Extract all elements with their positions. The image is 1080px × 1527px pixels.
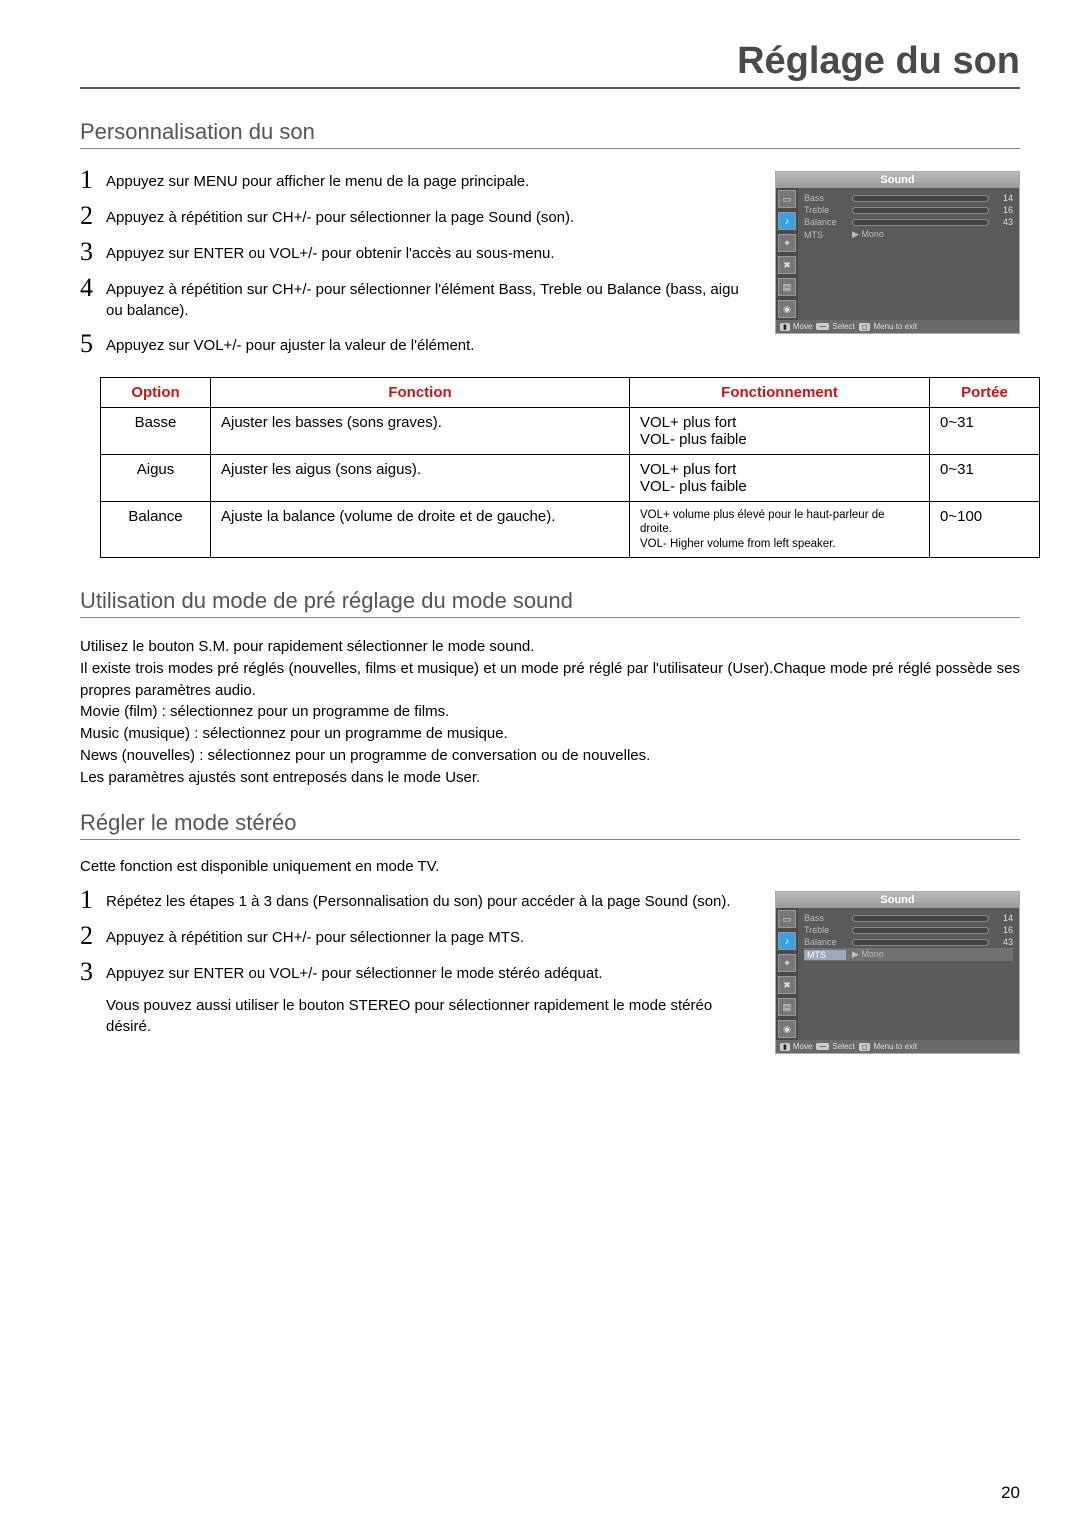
paragraph: Utilisez le bouton S.M. pour rapidement … xyxy=(80,636,1020,788)
osd-tab-icon: ◉ xyxy=(778,300,796,318)
osd-title: Sound xyxy=(776,892,1019,908)
osd-tab-icon: ✖ xyxy=(778,256,796,274)
osd-tab-icon: ♪ xyxy=(778,932,796,950)
divider xyxy=(80,839,1020,840)
table-header: Portée xyxy=(930,378,1040,408)
osd-tab-icon: ▤ xyxy=(778,998,796,1016)
step: Appuyez sur ENTER ou VOL+/- pour sélecti… xyxy=(106,959,755,984)
osd-tab-icon: ▭ xyxy=(778,190,796,208)
osd-tab-icon: ✦ xyxy=(778,954,796,972)
osd-sound-menu: Sound ▭ ♪ ✦ ✖ ▤ ◉ Bass14 Treble16 Balanc… xyxy=(775,171,1020,334)
step: Appuyez sur MENU pour afficher le menu d… xyxy=(106,167,755,192)
step: Appuyez sur ENTER ou VOL+/- pour obtenir… xyxy=(106,239,755,264)
osd-title: Sound xyxy=(776,172,1019,188)
page-title: Réglage du son xyxy=(80,40,1020,83)
step: Appuyez à répétition sur CH+/- pour séle… xyxy=(106,275,755,321)
step: Appuyez à répétition sur CH+/- pour séle… xyxy=(106,923,755,948)
osd-tab-icon: ◉ xyxy=(778,1020,796,1038)
step: Appuyez à répétition sur CH+/- pour séle… xyxy=(106,203,755,228)
osd-tab-icon: ✖ xyxy=(778,976,796,994)
table-row: Basse Ajuster les basses (sons graves). … xyxy=(101,408,1040,455)
osd-sound-menu: Sound ▭ ♪ ✦ ✖ ▤ ◉ Bass14 Treble16 Balanc… xyxy=(775,891,1020,1054)
osd-tab-icon: ▭ xyxy=(778,910,796,928)
step: Appuyez sur VOL+/- pour ajuster la valeu… xyxy=(106,331,755,356)
table-header: Option xyxy=(101,378,211,408)
osd-tab-icon: ✦ xyxy=(778,234,796,252)
step: Répétez les étapes 1 à 3 dans (Personnal… xyxy=(106,887,755,912)
divider xyxy=(80,87,1020,89)
section-title: Utilisation du mode de pré réglage du mo… xyxy=(80,588,1020,614)
steps-list: 1Répétez les étapes 1 à 3 dans (Personna… xyxy=(80,887,755,985)
table-header: Fonctionnement xyxy=(630,378,930,408)
section-title: Régler le mode stéréo xyxy=(80,810,1020,836)
note: Vous pouvez aussi utiliser le bouton STE… xyxy=(106,995,755,1037)
steps-list: 1Appuyez sur MENU pour afficher le menu … xyxy=(80,167,755,357)
table-header: Fonction xyxy=(211,378,630,408)
paragraph: Cette fonction est disponible uniquement… xyxy=(80,858,1020,875)
table-row: Aigus Ajuster les aigus (sons aigus). VO… xyxy=(101,455,1040,502)
table-row: Balance Ajuste la balance (volume de dro… xyxy=(101,502,1040,558)
options-table: Option Fonction Fonctionnement Portée Ba… xyxy=(100,377,1040,558)
page-number: 20 xyxy=(1001,1483,1020,1503)
divider xyxy=(80,617,1020,618)
divider xyxy=(80,148,1020,149)
osd-tab-icon: ▤ xyxy=(778,278,796,296)
section-title: Personnalisation du son xyxy=(80,119,1020,145)
osd-tab-icon: ♪ xyxy=(778,212,796,230)
